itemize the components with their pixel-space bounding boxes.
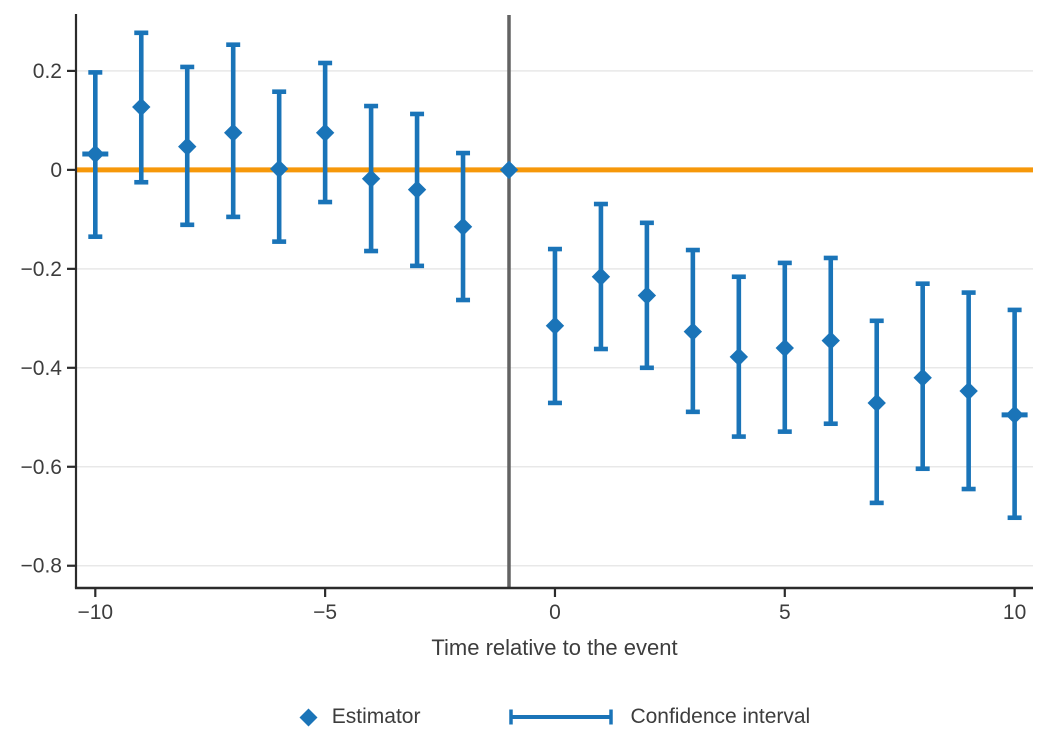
estimator-marker: [132, 97, 151, 117]
estimator-marker: [913, 368, 932, 387]
estimator-marker: [315, 123, 335, 142]
estimator-marker: [86, 144, 105, 164]
estimator-marker: [775, 338, 794, 358]
y-tick-label: −0.2: [21, 258, 62, 281]
confidence-interval-icon: [509, 709, 614, 725]
estimator-marker: [499, 160, 519, 180]
x-axis-title: Time relative to the event: [431, 635, 678, 660]
estimator-marker: [407, 180, 427, 199]
y-tick-label: −0.4: [21, 357, 63, 380]
y-tick-label: 0: [50, 159, 62, 182]
estimator-marker: [178, 137, 197, 156]
x-tick-label: −10: [77, 601, 113, 624]
legend-label-estimator: Estimator: [331, 705, 421, 728]
event-study-plot-canvas: 0.2 0 −0.2 −0.4 −0.6 −0.8 −10 −5 0 5 10: [21, 14, 1033, 624]
y-tick-label: −0.6: [21, 456, 62, 479]
legend-item-confidence-interval: Confidence interval: [506, 705, 810, 729]
estimator-marker: [637, 286, 657, 305]
legend-item-estimator: Estimator: [299, 705, 421, 729]
estimator-marker: [453, 217, 473, 236]
estimator-marker: [683, 322, 703, 341]
x-tick-label: 5: [779, 601, 791, 624]
estimator-marker: [821, 331, 840, 350]
legend-label-confidence-interval: Confidence interval: [630, 705, 811, 728]
y-tick-label: −0.8: [21, 555, 62, 578]
x-tick-label: 0: [549, 601, 561, 624]
estimator-marker: [867, 393, 886, 413]
estimator-marker: [591, 267, 611, 286]
estimator-diamond-icon: [299, 708, 318, 726]
x-tick-label: −5: [313, 601, 337, 624]
estimator-marker: [959, 381, 978, 401]
x-tick-label: 10: [1003, 601, 1026, 624]
y-tick-label: 0.2: [33, 60, 62, 83]
estimator-marker: [729, 347, 749, 367]
estimator-marker: [224, 123, 243, 142]
estimator-marker: [269, 159, 289, 179]
estimator-marker: [545, 316, 565, 335]
estimator-marker: [1005, 405, 1024, 425]
legend: Estimator Confidence interval: [76, 705, 1033, 729]
estimator-marker: [361, 169, 381, 188]
